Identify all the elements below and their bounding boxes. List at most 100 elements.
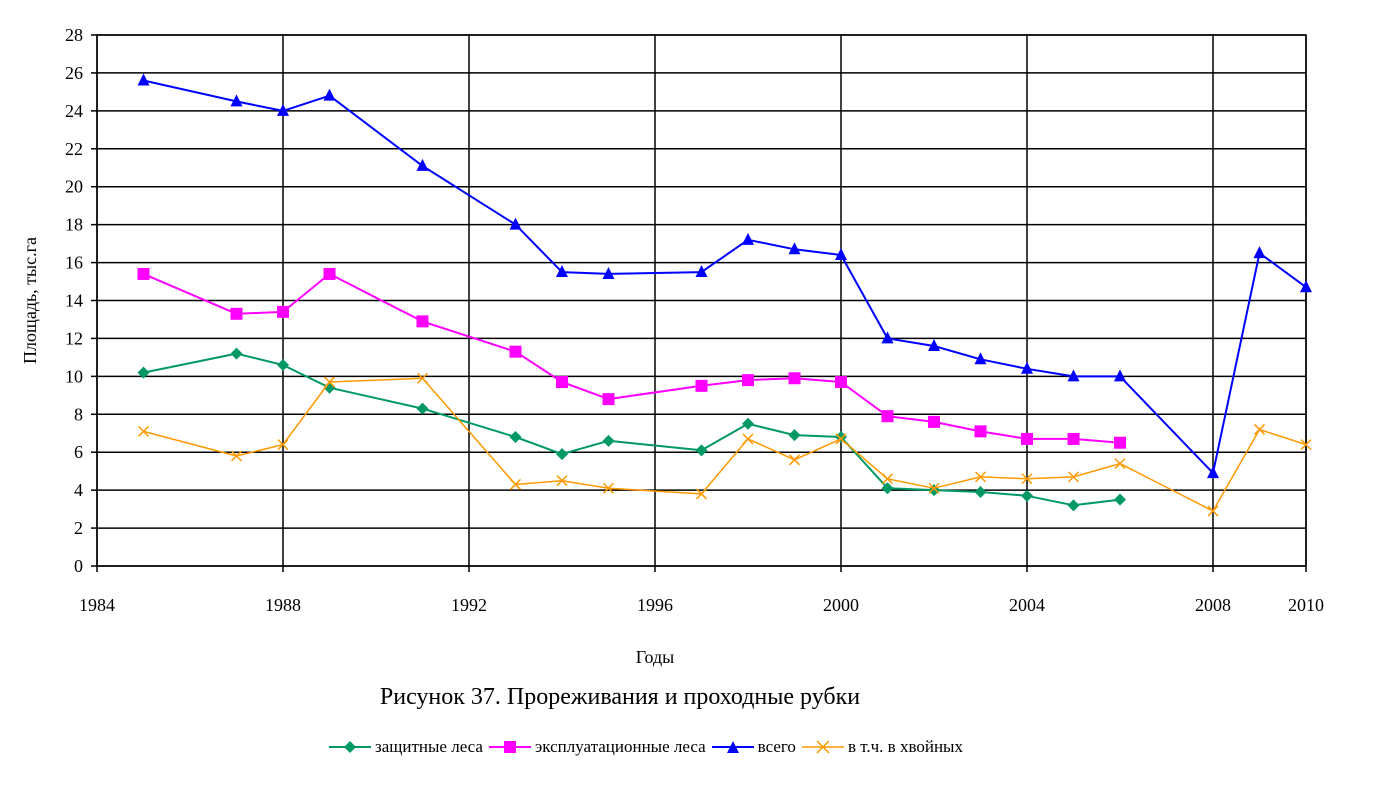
data-point — [974, 486, 987, 499]
x-tick-label: 2000 — [823, 595, 859, 615]
x-marker-icon — [801, 740, 844, 754]
series-2 — [137, 73, 1312, 479]
data-point — [556, 475, 568, 487]
x-tick-label: 2004 — [1009, 595, 1045, 615]
data-point — [742, 433, 754, 445]
data-point — [602, 266, 615, 279]
x-tick-label: 1996 — [637, 595, 673, 615]
y-tick-label: 22 — [65, 139, 83, 159]
data-point — [277, 358, 289, 371]
plot-frame — [96, 34, 1307, 567]
data-point — [1021, 361, 1033, 374]
data-point — [1067, 432, 1080, 445]
series-line — [143, 272, 1121, 444]
y-tick-label: 8 — [74, 404, 83, 424]
y-tick-label: 20 — [65, 177, 83, 197]
legend-label: эксплуатационные леса — [534, 737, 706, 756]
data-point — [416, 402, 429, 415]
legend-label: защитные леса — [375, 737, 483, 756]
data-point — [230, 307, 243, 320]
data-point — [1253, 423, 1266, 435]
data-point — [928, 482, 940, 494]
data-point — [416, 158, 429, 171]
data-point — [509, 478, 522, 490]
series-line — [143, 377, 1307, 512]
data-point — [556, 376, 568, 389]
legend-item-exploitation-forests: эксплуатационные леса — [487, 737, 706, 757]
y-tick-label: 0 — [74, 556, 83, 576]
series-line — [143, 352, 1121, 507]
data-point — [928, 484, 940, 497]
data-point — [1067, 369, 1080, 382]
series-1 — [137, 267, 1126, 449]
data-point — [416, 372, 429, 384]
y-tick-label: 10 — [65, 366, 83, 386]
x-tick-label: 2008 — [1195, 595, 1231, 615]
y-tick-label: 24 — [65, 101, 83, 121]
y-tick-label: 18 — [65, 215, 83, 235]
data-point — [137, 267, 150, 280]
data-point — [742, 417, 754, 430]
data-point — [1114, 436, 1126, 449]
data-point — [928, 415, 940, 428]
data-point — [1021, 473, 1033, 485]
y-tick-label: 4 — [74, 480, 83, 500]
y-tick-label: 2 — [74, 518, 83, 538]
data-point — [928, 339, 940, 352]
x-tick-label: 1988 — [265, 595, 301, 615]
data-point — [1067, 471, 1080, 483]
data-point — [137, 366, 150, 379]
data-point — [1114, 458, 1126, 470]
y-tick-label: 12 — [65, 328, 83, 348]
data-point — [1207, 466, 1219, 479]
data-point — [788, 429, 801, 442]
data-point — [742, 374, 754, 387]
data-point — [137, 425, 150, 437]
legend-label: всего — [757, 737, 796, 756]
y-tick-label: 14 — [65, 291, 83, 311]
data-point — [1021, 432, 1033, 445]
x-axis-title: Годы — [636, 647, 675, 667]
data-point — [323, 376, 336, 388]
data-point — [695, 488, 708, 500]
legend-item-coniferous: в т.ч. в хвойных — [800, 737, 963, 757]
data-point — [835, 376, 847, 389]
figure-caption: Рисунок 37. Прореживания и проходные руб… — [379, 684, 861, 710]
data-point — [1021, 489, 1033, 502]
data-point — [323, 88, 336, 101]
legend-item-protective-forests: защитные леса — [327, 737, 483, 757]
legend-item-total: всего — [710, 737, 796, 757]
data-point — [137, 73, 150, 86]
data-point — [695, 379, 708, 392]
series-3 — [137, 372, 1312, 517]
y-tick-label: 28 — [65, 25, 83, 45]
data-point — [602, 393, 615, 406]
legend-label: в т.ч. в хвойных — [847, 737, 963, 756]
data-point — [1114, 369, 1126, 382]
data-point — [323, 267, 336, 280]
series-0 — [137, 347, 1126, 512]
data-point — [556, 448, 568, 461]
triangle-marker-icon — [711, 741, 754, 753]
data-point — [835, 433, 847, 445]
data-point — [277, 439, 289, 451]
data-point — [1300, 439, 1312, 451]
data-point — [602, 434, 615, 447]
data-point — [556, 265, 568, 278]
legend: защитные леса эксплуатационные леса всег… — [0, 737, 1290, 757]
square-marker-icon — [488, 741, 531, 753]
data-point — [974, 471, 987, 483]
series-layer — [137, 73, 1312, 517]
data-point — [509, 345, 522, 358]
data-point — [1207, 505, 1219, 517]
data-point — [277, 103, 289, 116]
data-point — [695, 265, 708, 278]
y-tick-label: 6 — [74, 442, 83, 462]
data-point — [230, 347, 243, 360]
diamond-marker-icon — [329, 741, 372, 753]
data-point — [416, 315, 429, 328]
data-point — [230, 450, 243, 462]
data-point — [695, 444, 708, 457]
